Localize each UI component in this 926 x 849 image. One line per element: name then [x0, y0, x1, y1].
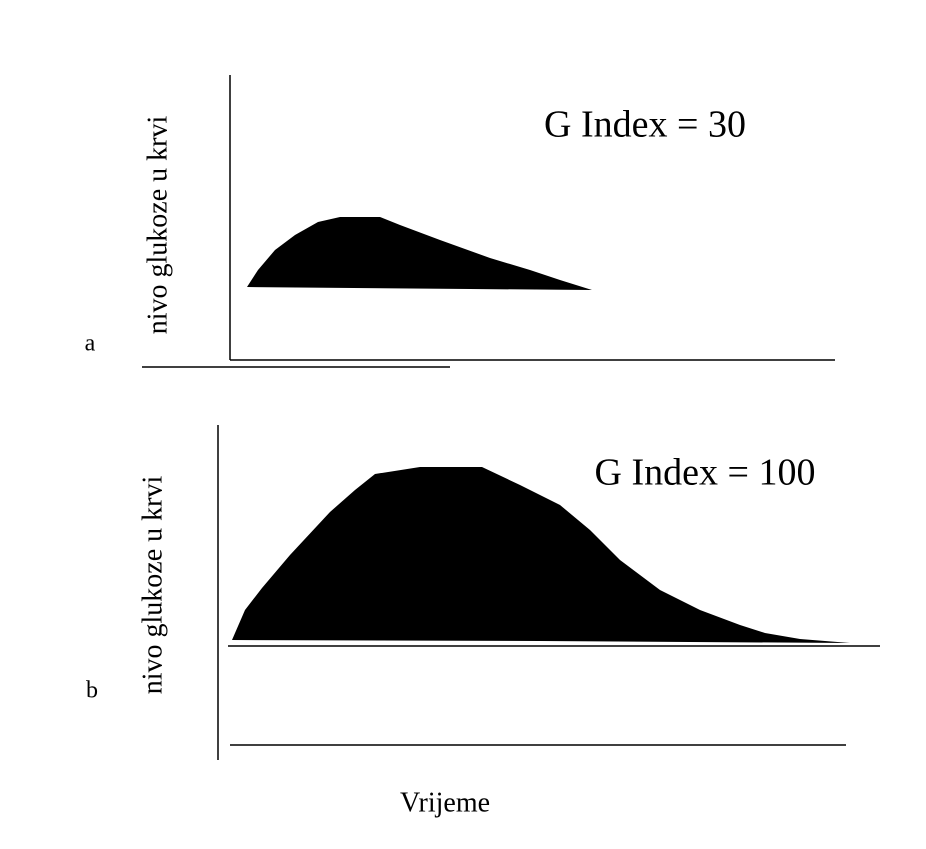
panel-b: nivo glukoze u krvi b G Index = 100: [86, 425, 880, 760]
glucose-curve: [232, 467, 850, 643]
glucose-curve: [247, 217, 592, 290]
panel-label: a: [85, 331, 96, 357]
panel-a: nivo glukoze u krvi a G Index = 30: [85, 75, 835, 368]
panel-label: b: [86, 678, 98, 704]
x-label: Vrijeme: [400, 787, 490, 818]
y-label: nivo glukoze u krvi: [137, 476, 168, 695]
annotation: G Index = 100: [595, 452, 816, 494]
y-label: nivo glukoze u krvi: [142, 116, 173, 335]
annotation: G Index = 30: [544, 104, 746, 146]
